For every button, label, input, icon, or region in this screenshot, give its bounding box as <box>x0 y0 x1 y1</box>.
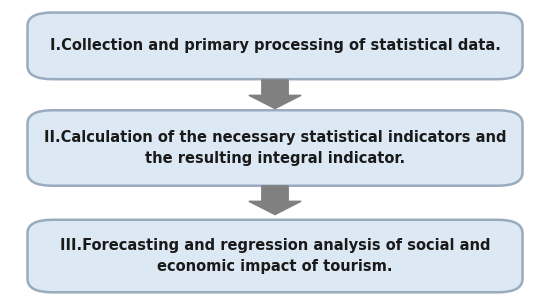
Text: I.Collection and primary processing of statistical data.: I.Collection and primary processing of s… <box>50 38 501 53</box>
FancyBboxPatch shape <box>28 13 522 79</box>
Text: II.Calculation of the necessary statistical indicators and
the resulting integra: II.Calculation of the necessary statisti… <box>44 130 506 166</box>
FancyBboxPatch shape <box>28 110 522 186</box>
FancyArrow shape <box>249 80 301 109</box>
FancyArrow shape <box>249 186 301 215</box>
Text: III.Forecasting and regression analysis of social and
economic impact of tourism: III.Forecasting and regression analysis … <box>60 238 490 274</box>
FancyBboxPatch shape <box>28 220 522 292</box>
